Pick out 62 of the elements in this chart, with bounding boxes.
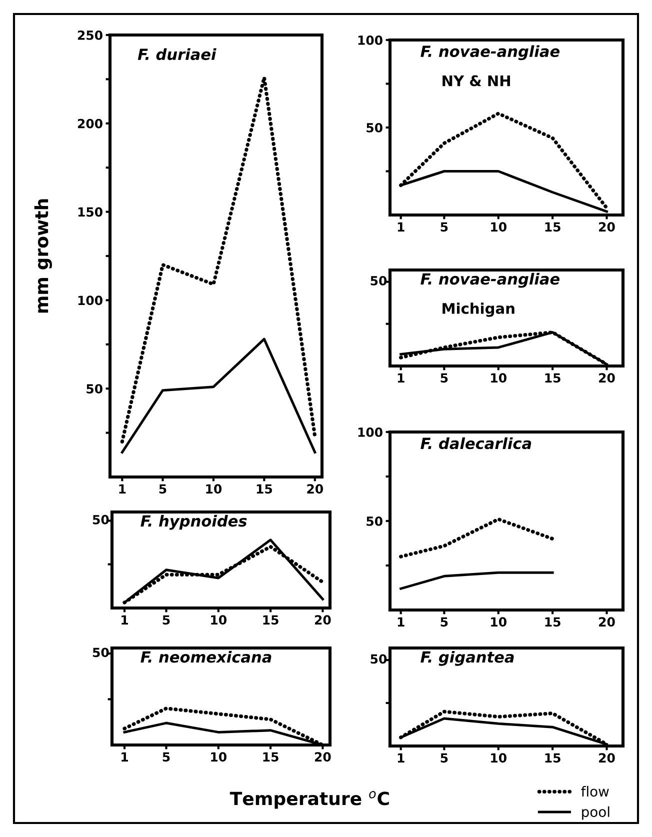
chart-title: F. novae-angliae [420,45,560,60]
x-tick-label: 15 [545,617,560,627]
x-tick-label: 20 [314,752,331,762]
x-tick-label: 15 [263,752,278,762]
legend-label: pool [582,806,610,820]
x-tick-label: 1 [398,373,404,382]
y-tick-label: 250 [78,30,102,40]
chart-title: F. dalecarlica [420,437,532,450]
legend-label: flow [581,786,609,797]
x-tick-label: 10 [491,222,506,232]
x-tick-label: 5 [162,752,170,762]
x-tick-label: 15 [545,373,560,383]
x-tick-label: 1 [398,222,404,232]
chart-title: F. neomexicana [140,650,272,663]
x-tick-label: 15 [545,753,560,763]
line-series [120,76,317,444]
x-tick-label: 5 [440,617,448,627]
y-tick-label: 50 [366,516,382,526]
x-tick-label: 5 [440,373,448,383]
x-tick-label: 1 [398,617,404,626]
x-tick-label: 5 [440,753,448,763]
text: NY & NH [442,75,510,86]
chart-subtitle: Michigan [442,302,514,317]
x-tick-label: 1 [398,753,404,762]
x-tick-label: 10 [491,753,506,763]
y-tick-label: 100 [78,296,102,306]
chart-title: F. hypnoides [140,514,247,530]
x-tick-label: 20 [307,484,323,494]
chart-title: F. gigantea [420,650,514,666]
x-tick-label: 15 [545,222,560,232]
y-tick-label: 100 [358,35,382,45]
x-tick-label: 10 [211,615,226,625]
x-tick-label: 20 [599,373,615,383]
y-tick-label: 50 [366,122,382,132]
chart-title: F. novae-angliae [420,272,560,288]
x-tick-label: 10 [491,373,506,383]
x-tick-label: 15 [256,484,272,494]
text: 50 [92,514,109,524]
x-tick-label: 10 [491,617,506,627]
x-tick-label: 15 [263,615,278,625]
line-series [120,338,316,454]
text: F. duriaei [138,48,216,60]
x-tick-label: 10 [206,484,222,494]
x-axis-title: Temperature $^{o}$C [230,791,389,809]
x-tick-label: 5 [162,615,170,625]
x-tick-label: 5 [440,222,448,232]
x-tick-label: 20 [314,615,331,625]
y-tick-label: 200 [78,118,102,128]
y-tick-label: 50 [86,384,102,394]
x-tick-label: 20 [599,617,615,627]
x-tick-label: 1 [119,484,126,494]
y-axis-title: mm growth [34,199,52,313]
x-tick-label: 20 [599,753,615,763]
x-tick-label: 10 [211,752,226,762]
x-tick-label: 1 [122,615,128,624]
x-tick-label: 5 [159,484,166,494]
text: 50 [92,648,109,658]
y-tick-label: 100 [358,427,382,437]
line-series [399,517,554,558]
x-tick-label: 20 [599,222,615,232]
y-tick-label: 150 [78,207,102,217]
x-tick-label: 1 [122,752,128,762]
